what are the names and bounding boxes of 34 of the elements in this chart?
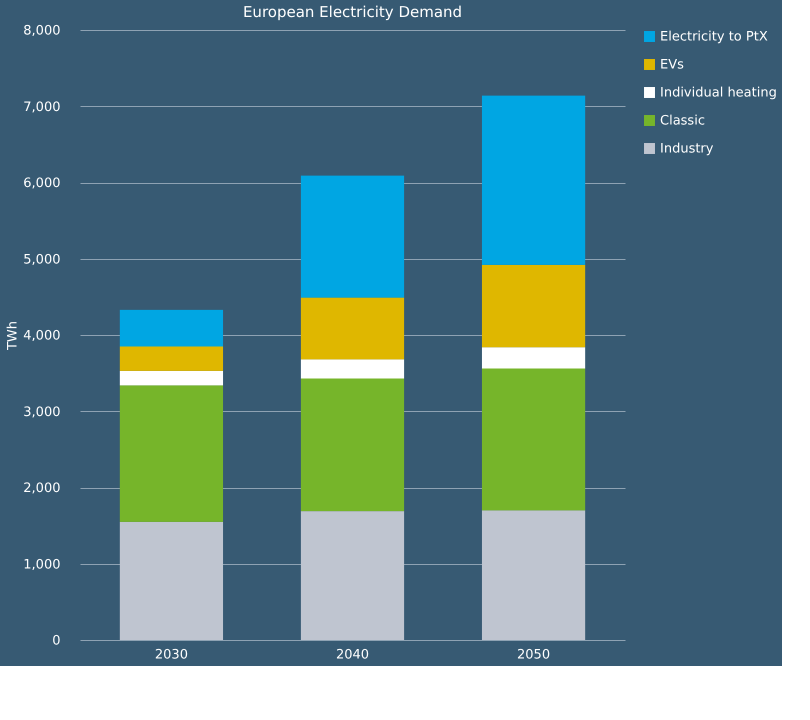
y-tick-label: 3,000	[23, 404, 60, 420]
legend-label: Electricity to PtX	[660, 30, 768, 44]
legend-label: Classic	[660, 114, 705, 128]
chart-title: European Electricity Demand	[242, 3, 462, 21]
bar	[120, 310, 224, 346]
bar	[300, 511, 404, 640]
x-tick-label: 2050	[517, 648, 550, 662]
x-tick-label: 2040	[336, 648, 370, 662]
bar	[482, 510, 586, 640]
y-tick-label: 7,000	[23, 100, 60, 115]
bar	[120, 385, 224, 522]
y-tick-label: 6,000	[23, 176, 60, 191]
bar	[120, 370, 224, 386]
bar	[120, 346, 224, 371]
bar	[482, 96, 586, 265]
legend-label: Individual heating	[660, 86, 777, 100]
y-tick-label: 1,000	[23, 557, 60, 572]
y-tick-label: 2,000	[23, 481, 60, 496]
bar	[300, 176, 404, 298]
y-tick-label: 8,000	[23, 24, 60, 38]
legend-label: Industry	[660, 142, 714, 156]
legend-label: EVs	[660, 58, 684, 72]
bar	[482, 264, 586, 348]
bar	[300, 359, 404, 378]
bar	[120, 522, 224, 640]
bar	[300, 378, 404, 512]
y-tick-label: 5,000	[23, 252, 60, 268]
x-tick-label: 2030	[154, 648, 188, 662]
bar	[482, 368, 586, 510]
y-axis-title: TWh	[5, 320, 20, 352]
y-tick-label: 0	[52, 634, 60, 648]
y-tick-label: 4,000	[23, 328, 60, 344]
bar	[300, 298, 404, 360]
bar	[482, 347, 586, 369]
